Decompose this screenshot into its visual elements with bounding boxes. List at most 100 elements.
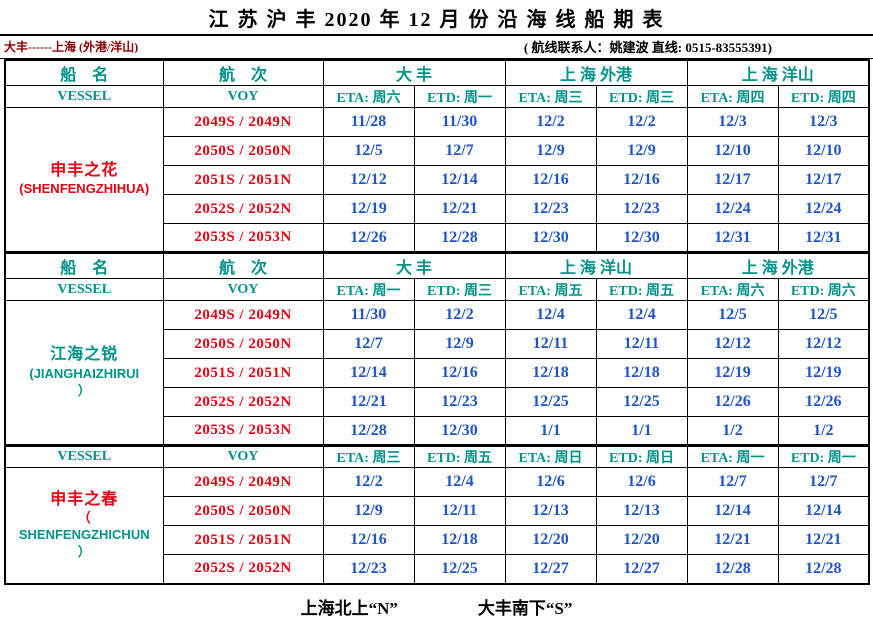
- schedule-row: 2052S / 2052N 12/19 12/21 12/23 12/23 12…: [5, 194, 870, 224]
- date-cell: 12/26: [777, 387, 870, 417]
- date-cell: 12/31: [686, 223, 779, 253]
- vessel-name-en: SHENFENGZHICHUN: [18, 527, 150, 543]
- contact-info: ( 航线联系人：姚建波 直线: 0515-83555391): [523, 40, 772, 55]
- section1-eta-header-row: VESSEL VOY ETA: 周六 ETD: 周一 ETA: 周三 ETD: …: [4, 85, 870, 108]
- eta-etd-header: ETA: 周四: [686, 85, 779, 108]
- eta-etd-header: ETD: 周三: [413, 278, 506, 301]
- date-cell: 12/2: [595, 107, 688, 137]
- date-cell: 12/25: [504, 387, 597, 417]
- vessel-en-header: VESSEL: [4, 278, 164, 301]
- vessel-name-cn: 江海之锐: [50, 346, 119, 364]
- date-cell: 12/5: [322, 136, 415, 166]
- section2-eta-header-row: VESSEL VOY ETA: 周一 ETD: 周三 ETA: 周五 ETD: …: [4, 278, 870, 301]
- voy-cell: 2050S / 2050N: [162, 136, 324, 166]
- date-cell: 12/23: [322, 554, 415, 584]
- date-cell: 12/10: [686, 136, 779, 166]
- date-cell: 12/16: [504, 165, 597, 195]
- date-cell: 11/28: [322, 107, 415, 137]
- date-cell: 12/9: [504, 136, 597, 166]
- voy-cell: 2052S / 2052N: [162, 387, 324, 417]
- date-cell: 1/1: [595, 416, 688, 446]
- date-cell: 12/20: [595, 525, 688, 555]
- date-cell: 12/26: [322, 223, 415, 253]
- date-cell: 12/31: [777, 223, 870, 253]
- schedule-row: 2051S / 2051N 12/12 12/14 12/16 12/16 12…: [5, 165, 870, 195]
- eta-etd-header: ETA: 周日: [504, 444, 597, 468]
- port-header-shanghai-waigang: 上 海 外港: [504, 59, 688, 86]
- date-cell: 12/2: [322, 467, 415, 497]
- vessel-name: 申丰之春 （ SHENFENGZHICHUN ）: [4, 467, 164, 584]
- voy-cell: 2051S / 2051N: [162, 358, 324, 388]
- vessel-name-en: (SHENFENGZHIHUA): [19, 181, 150, 197]
- date-cell: 12/16: [413, 358, 506, 388]
- voy-col-header: 航 次: [162, 59, 324, 86]
- date-cell: 12/4: [504, 300, 597, 330]
- date-cell: 12/2: [504, 107, 597, 137]
- port-header-dafeng: 大 丰: [322, 59, 506, 86]
- date-cell: 12/27: [595, 554, 688, 584]
- date-cell: 12/3: [777, 107, 870, 137]
- date-cell: 12/14: [322, 358, 415, 388]
- date-cell: 12/7: [686, 467, 779, 497]
- eta-etd-header: ETA: 周六: [686, 278, 779, 301]
- eta-etd-header: ETD: 周三: [595, 85, 688, 108]
- date-cell: 12/24: [686, 194, 779, 224]
- date-cell: 12/17: [777, 165, 870, 195]
- eta-etd-header: ETA: 周一: [686, 444, 779, 468]
- voy-cell: 2052S / 2052N: [162, 194, 324, 224]
- date-cell: 12/24: [777, 194, 870, 224]
- date-cell: 12/5: [686, 300, 779, 330]
- date-cell: 12/11: [504, 329, 597, 359]
- voy-cell: 2049S / 2049N: [162, 107, 324, 137]
- voy-en-header: VOY: [162, 444, 324, 468]
- route-label: 大丰------上海 (外港/洋山): [4, 40, 139, 54]
- date-cell: 12/7: [777, 467, 870, 497]
- schedule-row: 2050S / 2050N 12/9 12/11 12/13 12/13 12/…: [5, 496, 870, 526]
- voy-col-header: 航 次: [162, 251, 324, 279]
- date-cell: 12/6: [595, 467, 688, 497]
- voy-cell: 2049S / 2049N: [162, 467, 324, 497]
- date-cell: 12/14: [686, 496, 779, 526]
- date-cell: 12/28: [413, 223, 506, 253]
- vessel-col-header: 船 名: [4, 251, 164, 279]
- schedule-row: 申丰之春 （ SHENFENGZHICHUN ） 2049S / 2049N 1…: [4, 467, 870, 584]
- date-cell: 11/30: [413, 107, 506, 137]
- vessel-name: 江海之锐 (JIANGHAIZHIRUI ）: [4, 300, 164, 446]
- date-cell: 12/25: [413, 554, 506, 584]
- date-cell: 12/12: [686, 329, 779, 359]
- voy-cell: 2051S / 2051N: [162, 165, 324, 195]
- date-cell: 12/18: [504, 358, 597, 388]
- eta-etd-header: ETD: 周五: [595, 278, 688, 301]
- date-cell: 1/2: [686, 416, 779, 446]
- port-header-shanghai-yangshan: 上 海 洋山: [686, 59, 870, 86]
- date-cell: 12/20: [504, 525, 597, 555]
- eta-etd-header: ETA: 周一: [322, 278, 415, 301]
- date-cell: 12/23: [504, 194, 597, 224]
- date-cell: 12/16: [322, 525, 415, 555]
- voy-en-header: VOY: [162, 278, 324, 301]
- date-cell: 12/7: [413, 136, 506, 166]
- eta-etd-header: ETD: 周一: [777, 444, 870, 468]
- section1-port-header-row: 船 名 航 次 大 丰 上 海 外港 上 海 洋山: [4, 59, 870, 86]
- date-cell: 12/18: [413, 525, 506, 555]
- footer-legend: 上海北上“N” 大丰南下“S”: [0, 585, 873, 619]
- date-cell: 12/16: [595, 165, 688, 195]
- date-cell: 12/28: [686, 554, 779, 584]
- date-cell: 12/25: [595, 387, 688, 417]
- vessel-en-header: VESSEL: [4, 85, 164, 108]
- schedule-row: 2052S / 2052N 12/23 12/25 12/27 12/27 12…: [5, 554, 870, 584]
- vessel-en-header: VESSEL: [4, 444, 164, 468]
- vessel-name-en: (JIANGHAIZHIRUI: [29, 366, 140, 381]
- date-cell: 12/13: [595, 496, 688, 526]
- date-cell: 1/2: [777, 416, 870, 446]
- voy-cell: 2051S / 2051N: [162, 525, 324, 555]
- date-cell: 12/6: [504, 467, 597, 497]
- section2-port-header-row: 船 名 航 次 大 丰 上 海 洋山 上 海 外港: [4, 251, 870, 279]
- date-cell: 12/7: [322, 329, 415, 359]
- eta-etd-header: ETD: 周四: [777, 85, 870, 108]
- date-cell: 12/4: [413, 467, 506, 497]
- eta-etd-header: ETA: 周三: [322, 444, 415, 468]
- voy-cell: 2050S / 2050N: [162, 329, 324, 359]
- voy-cell: 2049S / 2049N: [162, 300, 324, 330]
